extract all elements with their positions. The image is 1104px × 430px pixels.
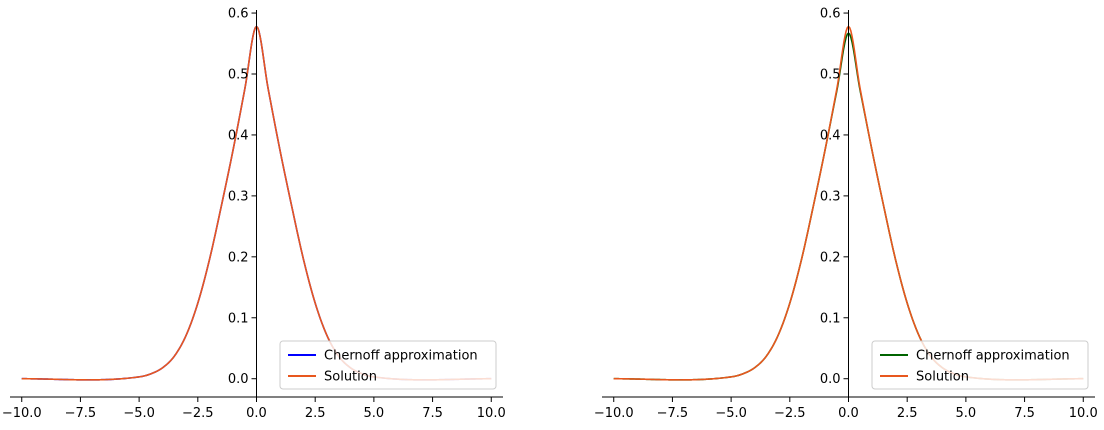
x-tick-label: 2.5	[897, 406, 918, 421]
x-tick-label: 2.5	[305, 406, 326, 421]
x-tick-label: 7.5	[1014, 406, 1035, 421]
x-tick-label: −2.5	[182, 406, 214, 421]
legend: Chernoff approximation Solution	[871, 340, 1089, 390]
x-tick-label: 5.0	[364, 406, 385, 421]
chart-right: −10.0 −7.5 −5.0 −2.5 0.0 2.5 5.0 7.5 10.0 0.0 0.1 0…	[594, 7, 1098, 421]
x-tick-label: −5.0	[715, 406, 747, 421]
y-tick-label: 0.0	[820, 372, 841, 387]
legend-label: Chernoff approximation	[324, 349, 478, 364]
legend: Chernoff approximation Solution	[279, 340, 497, 390]
x-tick-label: −10.0	[2, 406, 42, 421]
y-tick-label: 0.4	[228, 128, 249, 143]
x-tick-label: −7.5	[657, 406, 689, 421]
chart-left: −10.0 −7.5 −5.0 −2.5 0.0 2.5 5.0 7.5 10.0 0.0 0.1 0…	[2, 7, 506, 421]
legend-label: Solution	[324, 370, 377, 385]
y-tick-label: 0.2	[820, 250, 841, 265]
y-tick-label: 0.6	[820, 7, 841, 22]
y-tick-label: 0.1	[820, 311, 841, 326]
x-tick-label: −5.0	[123, 406, 155, 421]
x-tick-label: 7.5	[422, 406, 443, 421]
y-tick-label: 0.0	[228, 372, 249, 387]
x-tick-label: 0.0	[838, 406, 859, 421]
y-tick-label: 0.1	[228, 311, 249, 326]
y-tick-label: 0.4	[820, 128, 841, 143]
x-tick-label: 10.0	[1069, 406, 1098, 421]
legend-box	[279, 340, 497, 390]
y-tick-label: 0.3	[228, 189, 249, 204]
x-tick-label: 0.0	[246, 406, 267, 421]
x-tick-label: −2.5	[774, 406, 806, 421]
y-tick-label: 0.3	[820, 189, 841, 204]
x-tick-label: 10.0	[477, 406, 506, 421]
legend-label: Solution	[916, 370, 969, 385]
x-tick-label: −10.0	[594, 406, 634, 421]
y-tick-label: 0.5	[820, 67, 841, 82]
y-tick-label: 0.2	[228, 250, 249, 265]
y-tick-label: 0.6	[228, 7, 249, 22]
x-tick-label: 5.0	[956, 406, 977, 421]
legend-box	[871, 340, 1089, 390]
legend-label: Chernoff approximation	[916, 349, 1070, 364]
y-tick-label: 0.5	[228, 67, 249, 82]
x-tick-label: −7.5	[65, 406, 97, 421]
